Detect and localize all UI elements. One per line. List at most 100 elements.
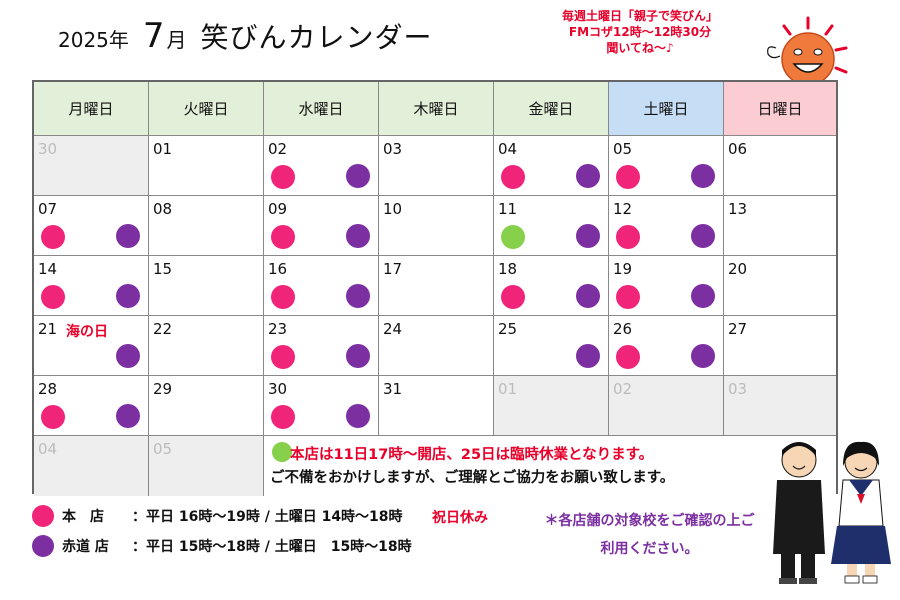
day-number: 11: [498, 200, 518, 218]
day-number: 05: [153, 440, 173, 458]
title-month: 7: [142, 16, 165, 56]
calendar-day: 31: [379, 376, 494, 436]
akamichi-open-dot: [691, 164, 715, 188]
calendar-day: 06: [724, 136, 836, 196]
special-open-dot: [501, 225, 525, 249]
weekday-thursday: 木曜日: [379, 82, 494, 136]
day-number: 22: [153, 320, 173, 338]
calendar-day: 21 海の日: [34, 316, 149, 376]
main-open-dot: [501, 285, 525, 309]
day-number: 08: [153, 200, 173, 218]
main-open-dot: [271, 225, 295, 249]
weekday-friday: 金曜日: [494, 82, 609, 136]
akamichi-open-dot: [691, 344, 715, 368]
holiday-label: 海の日: [66, 324, 108, 340]
akamichi-open-dot: [116, 344, 140, 368]
akamichi-open-dot: [576, 344, 600, 368]
calendar-day: 12: [609, 196, 724, 256]
main-open-dot: [271, 405, 295, 429]
akamichi-open-dot: [346, 284, 370, 308]
day-number: 06: [728, 140, 748, 158]
main-open-dot: [41, 405, 65, 429]
calendar-weeks: 30 01 02 03 04 05 06 07 08 09 10 11 12 13 14 15 16 17 18 19…: [34, 136, 836, 436]
day-number: 04: [38, 440, 58, 458]
day-number: 25: [498, 320, 518, 338]
akamichi-store-dot: [32, 535, 54, 557]
akamichi-open-dot: [346, 344, 370, 368]
calendar-day: 30: [34, 136, 149, 196]
akamichi-store-name: 赤道 店: [62, 539, 109, 555]
main-open-dot: [41, 225, 65, 249]
legend-main-store: 本 店 ：平日 16時～19時 / 土曜日 14時～18時: [32, 505, 403, 527]
main-open-dot: [271, 165, 295, 189]
weekday-saturday: 土曜日: [609, 82, 724, 136]
calendar-day: 01: [494, 376, 609, 436]
akamichi-open-dot: [116, 284, 140, 308]
day-number: 03: [383, 140, 403, 158]
calendar-day: 16: [264, 256, 379, 316]
day-number: 12: [613, 200, 633, 218]
akamichi-open-dot: [346, 404, 370, 428]
day-number: 26: [613, 320, 633, 338]
main-open-dot: [271, 285, 295, 309]
calendar-day: 18: [494, 256, 609, 316]
main-open-dot: [616, 285, 640, 309]
students-illustration-icon: [773, 441, 891, 584]
day-number: 13: [728, 200, 748, 218]
day-number: 01: [498, 380, 518, 398]
calendar-week: 30 01 02 03 04 05 06: [34, 136, 836, 196]
promo-line-1: 毎週土曜日「親子で笑びん」: [561, 9, 718, 23]
calendar-day: 02: [609, 376, 724, 436]
main-open-dot: [616, 225, 640, 249]
school-note: ＊各店舗の対象校をご確認の上ご利用ください。: [544, 513, 755, 557]
calendar-day: 25: [494, 316, 609, 376]
calendar-week: 04 05 本店は11日17時～開店、25日は臨時休業となります。 ご不備をおか…: [34, 436, 836, 496]
calendar-day: 29: [149, 376, 264, 436]
akamichi-open-dot: [116, 404, 140, 428]
calendar-day: 03: [379, 136, 494, 196]
promo-line-2: FMコザ12時～12時30分: [568, 25, 712, 39]
day-number: 21: [38, 320, 58, 338]
weekday-monday: 月曜日: [34, 82, 149, 136]
weekday-sunday: 日曜日: [724, 82, 836, 136]
calendar-day: 20: [724, 256, 836, 316]
main-open-dot: [616, 345, 640, 369]
calendar-day: 26: [609, 316, 724, 376]
day-number: 01: [153, 140, 173, 158]
radio-promo: 毎週土曜日「親子で笑びん」 FMコザ12時～12時30分 聞いてね～♪: [525, 8, 755, 56]
day-number: 04: [498, 140, 518, 158]
day-number: 19: [613, 260, 633, 278]
calendar-day: 08: [149, 196, 264, 256]
day-number: 18: [498, 260, 518, 278]
calendar-day: 02: [264, 136, 379, 196]
day-number: 05: [613, 140, 633, 158]
calendar-day: 14: [34, 256, 149, 316]
day-number: 23: [268, 320, 288, 338]
calendar-day: 04: [34, 436, 149, 496]
day-number: 14: [38, 260, 58, 278]
calendar-day: 17: [379, 256, 494, 316]
weekday-tuesday: 火曜日: [149, 82, 264, 136]
akamichi-open-dot: [346, 164, 370, 188]
day-number: 15: [153, 260, 173, 278]
day-number: 31: [383, 380, 403, 398]
day-number: 24: [383, 320, 403, 338]
notice-line-2: ご不備をおかけしますが、ご理解とご協力をお願い致します。: [270, 470, 675, 486]
weekday-wednesday: 水曜日: [264, 82, 379, 136]
akamichi-open-dot: [691, 284, 715, 308]
akamichi-store-hours: ：平日 15時～18時 / 土曜日 15時～18時: [132, 539, 412, 555]
day-number: 10: [383, 200, 403, 218]
day-number: 02: [268, 140, 288, 158]
main-open-dot: [501, 165, 525, 189]
weekday-header-row: 月曜日 火曜日 水曜日 木曜日 金曜日 土曜日 日曜日: [34, 82, 836, 136]
calendar-week: 28 29 30 31 01 02 03: [34, 376, 836, 436]
notice-box: 本店は11日17時～開店、25日は臨時休業となります。 ご不備をおかけしますが、…: [264, 436, 836, 496]
calendar-grid: 月曜日 火曜日 水曜日 木曜日 金曜日 土曜日 日曜日 30 01 02 03 04 05…: [32, 80, 838, 496]
day-number: 16: [268, 260, 288, 278]
day-number: 03: [728, 380, 748, 398]
main-open-dot: [616, 165, 640, 189]
calendar-day: 05: [609, 136, 724, 196]
title-month-unit: 月: [166, 28, 187, 52]
main-store-hours: ：平日 16時～19時 / 土曜日 14時～18時: [132, 509, 403, 525]
calendar-day: 07: [34, 196, 149, 256]
